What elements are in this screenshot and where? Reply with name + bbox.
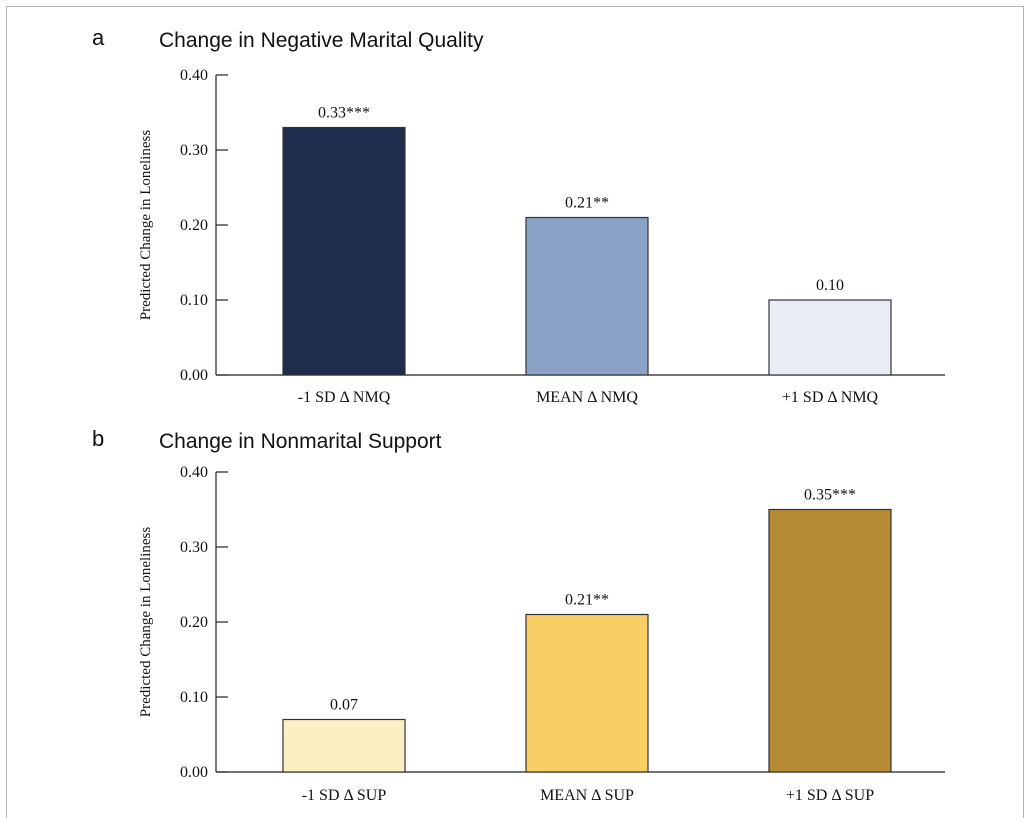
panel-b-letter: b [92,426,104,451]
panel-b-bar-2 [525,613,649,773]
panel-a-bar-1 [282,126,406,376]
panel-b-data-label-3: 0.35*** [804,487,856,504]
panel-a-y-tick-label: 0.20 [180,217,208,234]
panel-a-category-label-1: -1 SD Δ NMQ [298,389,391,406]
panel-a-y-tick-label: 0.10 [180,292,208,309]
panel-b-y-tick-label: 0.40 [180,464,208,481]
panel-b-data-label-2: 0.21** [565,592,609,609]
panel-a-letter: a [92,25,105,50]
panel-a-data-label-3: 0.10 [816,277,844,294]
panel-b-y-tick-label: 0.00 [180,764,208,781]
panel-b-category-label-2: MEAN Δ SUP [540,787,634,804]
panel-b-plot: 0.00 0.10 0.20 0.30 0.40 Predicted Change in … [138,464,945,804]
panel-b-category-label-3: +1 SD Δ SUP [786,787,874,804]
panel-a-bar-3 [768,299,892,376]
panel-a-bar-2 [525,216,649,376]
panel-a-y-tick-label: 0.40 [180,67,208,84]
panel-b-y-axis-label: Predicted Change in Loneliness [138,527,154,718]
panel-a: a Change in Negative Marital Quality 0.0… [92,25,945,406]
panel-a-category-label-2: MEAN Δ NMQ [536,389,638,406]
panel-a-y-axis-label: Predicted Change in Loneliness [138,130,154,321]
panel-b-bar-1 [282,718,406,773]
panel-b: b Change in Nonmarital Support 0.000.100… [92,426,945,804]
panel-b-y-tick-label: 0.30 [180,539,208,556]
panel-b-data-label-1: 0.07 [330,697,358,714]
panel-b-y-tick-label: 0.20 [180,614,208,631]
panel-b-category-label-1: -1 SD Δ SUP [302,787,387,804]
panel-a-y-tick-label: 0.00 [180,367,208,384]
panel-b-y-tick-label: 0.10 [180,689,208,706]
panel-b-title: Change in Nonmarital Support [159,430,442,453]
panel-a-category-label-3: +1 SD Δ NMQ [782,389,879,406]
panel-a-plot: 0.00 0.10 0.20 0.30 0.40 Predicted Change in … [138,67,945,406]
panel-a-title: Change in Negative Marital Quality [159,29,484,52]
panel-a-data-label-2: 0.21** [565,195,609,212]
panel-b-bar-3 [768,508,892,773]
panel-a-data-label-1: 0.33*** [318,105,370,122]
figure-frame [6,6,1024,818]
panel-a-y-tick-label: 0.30 [180,142,208,159]
